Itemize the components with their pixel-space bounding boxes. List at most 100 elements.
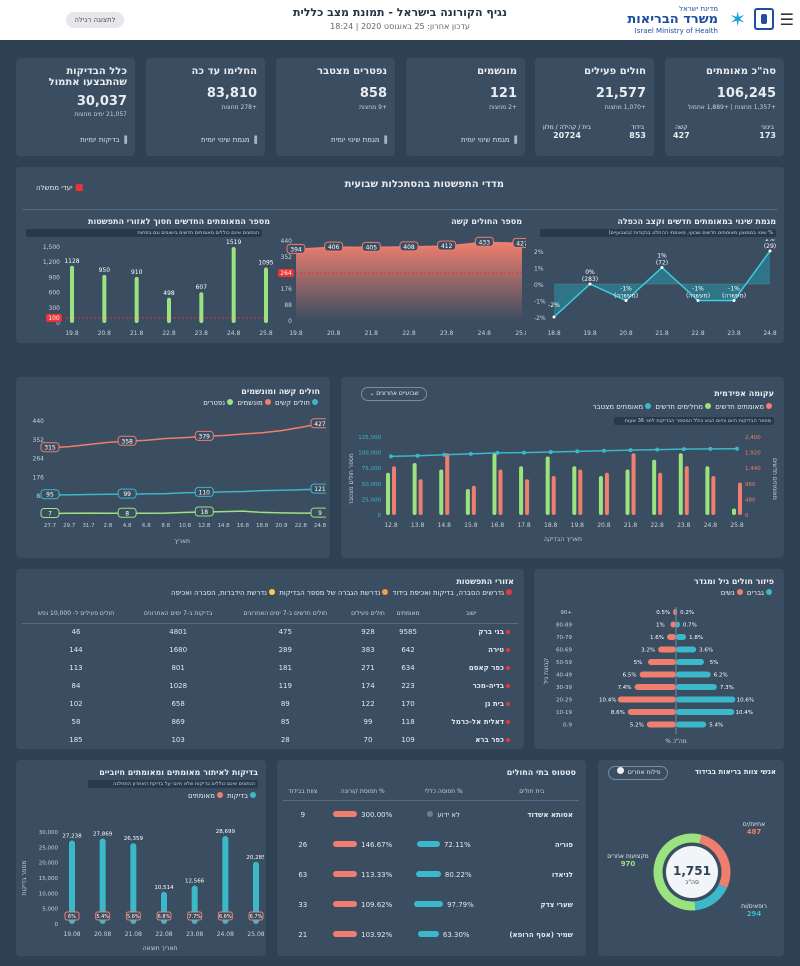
column-header: % תפוסה כללי [402,784,485,801]
table-cell: 634 [392,659,425,677]
table-row[interactable]: בדיה-מכר 223 174 119 1028 84 [22,677,518,695]
legend-label: נשים [720,589,735,597]
data-label: (29) [764,243,776,250]
table-row[interactable]: לניאדו 80.22% 113.33% 63 [283,860,579,890]
kpi-card: חולים פעילים 21,577 +1,070 מחצות בידוד 853 בי… [535,58,654,156]
men-bar [676,634,687,640]
positive-rate: 5.4% [96,914,109,920]
table-row[interactable]: כפר קאסם 634 271 181 801 113 [22,659,518,677]
donut-total: 1,751 [673,864,711,878]
hospitals-section: סטטוס בתי החולים בית חולים% תפוסה כללי% … [277,760,586,956]
table-row[interactable]: טירה 642 383 289 1680 144 [22,641,518,659]
value-label: 427 [314,421,326,428]
severe-weekly-chart: 4403522641768802643944064054084124334271… [278,236,526,337]
cumulative-point [389,454,393,459]
women-value: 7.4% [618,685,632,691]
data-label: 0% [585,269,595,276]
mini-value: 20724 [553,131,581,140]
cell-value: 289 [278,646,292,654]
spread-table: ישוב מאומתים חולים פעילים חולים חדשים ב-7 י… [22,605,518,749]
tests-bar [222,835,229,924]
x-tick-label: 13.8 [411,522,425,529]
bar-label: 1128 [64,258,79,265]
table-row[interactable]: פוריה 72.11% 146.67% 26 [283,830,579,860]
daily-trend-link[interactable]: בדיקות יומיות [80,136,127,144]
table-row[interactable]: בית גן 170 122 89 658 102 [22,695,518,713]
new-cases-bar [525,479,530,515]
table-cell: 122 [344,695,392,713]
general-occupancy: 97.79% [403,890,485,920]
table-row[interactable]: בני ברק 9585 928 475 4801 46 [22,623,518,641]
table-row[interactable]: כפר ברא 109 70 28 103 185 [22,731,518,749]
daily-trend-link[interactable]: מגמת שינוי יומית [331,136,387,144]
status-dot [506,684,510,688]
x-axis-title: תאריך [174,538,190,545]
data-point [660,266,664,269]
x-tick-label: 24.08 [217,931,234,938]
staff-isolation-count: 9 [283,800,323,830]
ministry-logo-icon: ✶ [729,7,746,31]
table-row[interactable]: שמיר (אסף הרופא) 63.30% 103.92% 21 [283,920,579,950]
status-dot [506,702,510,706]
legend-label: גברים [746,589,764,597]
positive-rate-badge [248,911,264,921]
hamburger-menu-icon[interactable]: ☰ [779,10,794,29]
tests-value: 12,566 [185,878,205,884]
staff-isolation-count: 26 [283,830,323,860]
table-row[interactable]: דאלית אל-כרמל 118 99 85 869 58 [22,713,518,731]
recovered-bar [625,469,630,515]
x-tick-label: 12.8 [198,523,211,529]
table-cell: 84 [22,677,130,695]
x-tick-label: 19.8 [289,330,303,337]
other-breakdown-toggle[interactable]: פילוח אחרים [608,766,668,780]
x-tick-label: 2.8 [103,523,112,529]
spread-areas-section: אזורי התפשטות נדרשים הסברה, בדיקות ואכיפ… [16,569,524,749]
cell-value: 383 [361,646,375,654]
mini-label: קשה [675,124,688,131]
daily-trend-link[interactable]: מגמת שינוי יומית [461,136,517,144]
kpi-title: חולים פעילים [584,66,646,77]
hospital-name: לניאדו [485,860,579,890]
corona-occupancy-bar [333,841,358,847]
table-cell: 181 [226,659,344,677]
men-value: 10.6% [737,698,754,704]
city-name: כפר ברא [424,731,518,749]
cell-value: טירה [488,646,504,654]
city-name: טירה [424,641,518,659]
cell-value: בית גן [484,700,504,708]
table-row[interactable]: שערי צדק 97.79% 109.62% 33 [283,890,579,920]
age-group-label: 90+ [560,610,572,616]
positive-rate-badge [95,911,111,921]
table-cell: 271 [344,659,392,677]
general-occupancy: 80.22% [403,860,485,890]
regular-view-button[interactable]: לתצוגה רגילה [66,12,124,28]
x-tick-label: 23.8 [440,330,454,337]
new-cases-bar [551,476,556,515]
segment-label: אחיות/ים [743,821,765,828]
y-tick-label: 352 [33,437,45,444]
men-value: 0.2% [680,610,694,616]
table-cell: 185 [22,731,130,749]
legend-label: נדרשים הסברה, בדיקות ואכיפת בידוד [392,589,504,597]
new-cases-bar [445,453,450,515]
cell-value: 658 [171,700,185,708]
women-bar [639,671,676,678]
value-badge [194,506,214,517]
age-group-label: 70-79 [556,635,572,641]
table-cell: 46 [22,623,130,641]
period-dropdown[interactable]: שבועיים אחרונים ⌄ [361,387,427,401]
kpi-value: 83,810 [206,86,257,101]
legend-dot [506,589,512,595]
cell-value: 928 [361,628,375,637]
x-tick-label: 31.7 [82,523,95,529]
target-badge [278,269,294,277]
x-tick-label: 19.8 [571,522,585,529]
daily-trend-link[interactable]: מגמת שינוי יומית [201,136,257,144]
kpi-delta: +9 מחצות [359,104,387,111]
table-row[interactable]: אסותא אשדוד לא ידוע 300.00% 9 [283,800,579,830]
recovered-bar [652,459,657,515]
x-tick-label: 19.8 [65,330,79,337]
women-value: 0.5% [656,610,670,616]
value-label: 110 [199,489,211,496]
cell-value: 26 [298,841,308,849]
